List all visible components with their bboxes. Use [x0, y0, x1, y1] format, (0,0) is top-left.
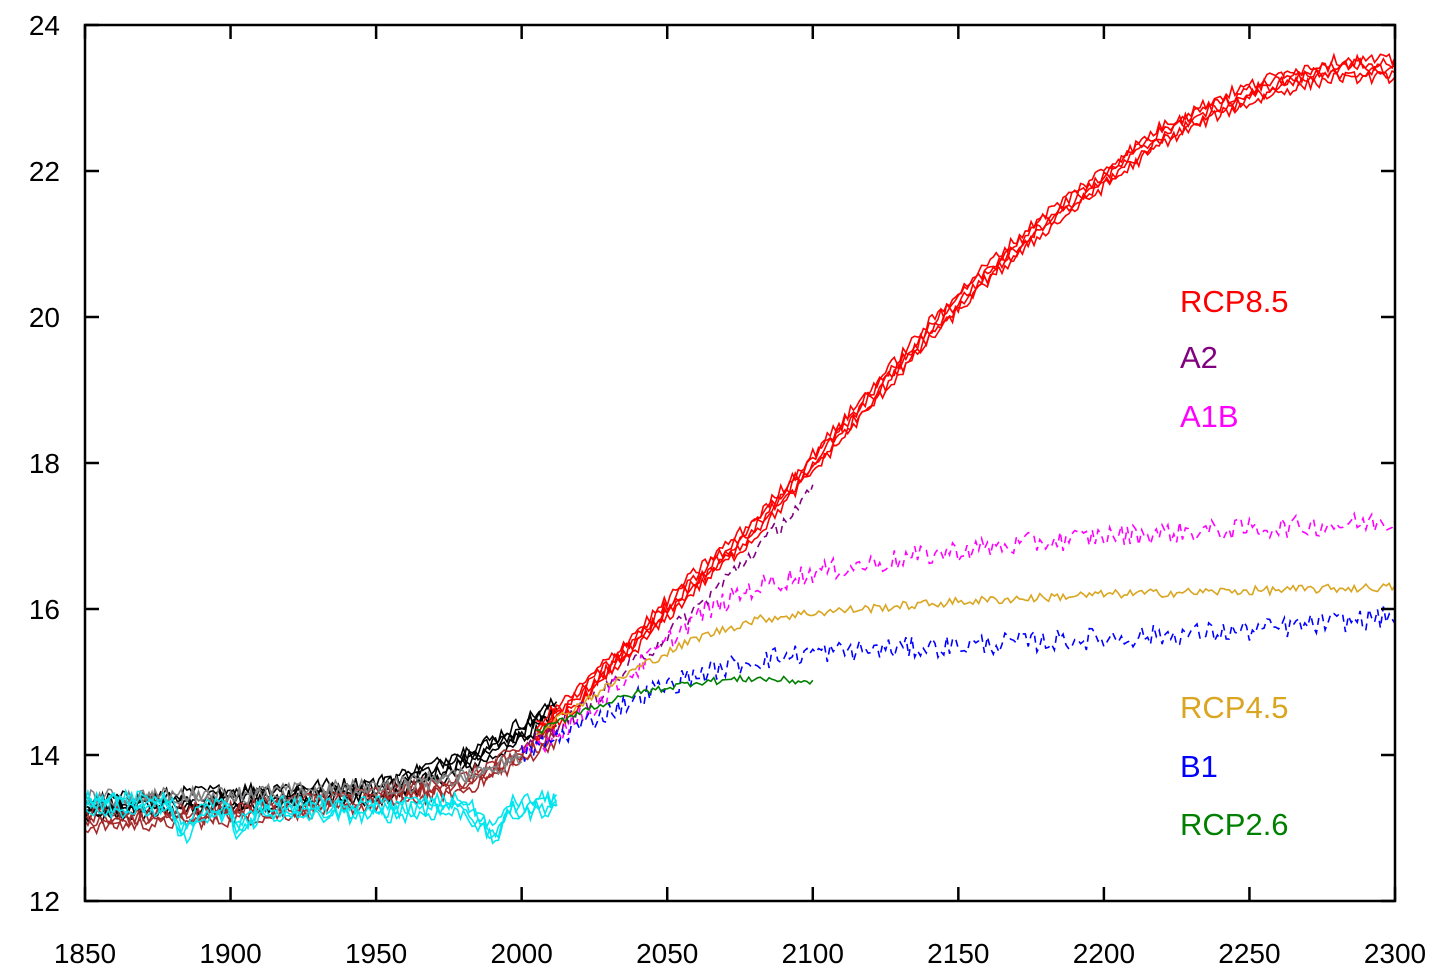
legend-label-rcp8-5: RCP8.5 — [1180, 284, 1289, 319]
x-tick-label: 2300 — [1364, 938, 1426, 969]
historical-series-line — [84, 752, 523, 806]
rcp2-6-series-line — [536, 674, 814, 736]
x-tick-label: 2050 — [636, 938, 698, 969]
y-tick-label: 14 — [29, 740, 60, 771]
rcp8-5-series-line — [536, 52, 1396, 727]
legend-label-b1: B1 — [1180, 749, 1218, 784]
y-tick-label: 18 — [29, 448, 60, 479]
y-tick-label: 16 — [29, 594, 60, 625]
legend-layer: RCP8.5 A2 A1B RCP4.5 B1 RCP2.6 — [1180, 284, 1289, 842]
historical-series-line — [84, 788, 558, 832]
x-tick-label: 1850 — [54, 938, 116, 969]
legend-label-a1b: A1B — [1180, 399, 1239, 434]
tick-layer: 1850 1900 1950 2000 2050 2100 2150 2200 2250 2300… — [29, 10, 1426, 969]
y-tick-label: 22 — [29, 156, 60, 187]
series-layer — [84, 52, 1396, 845]
y-tick-label: 12 — [29, 886, 60, 917]
rcp8-5-series-line — [535, 67, 1396, 743]
legend-label-rcp4-5: RCP4.5 — [1180, 690, 1289, 725]
x-tick-label: 2250 — [1218, 938, 1280, 969]
legend-label-a2: A2 — [1180, 340, 1218, 375]
x-tick-label: 1900 — [199, 938, 261, 969]
legend-label-rcp2-6: RCP2.6 — [1180, 807, 1289, 842]
x-tick-label: 1950 — [345, 938, 407, 969]
historical-series-line — [84, 803, 558, 845]
y-tick-label: 24 — [29, 10, 60, 41]
a1b-series-line — [520, 511, 1396, 757]
historical-series-line — [84, 793, 558, 839]
rcp8-5-series-line — [535, 71, 1396, 741]
x-tick-label: 2150 — [927, 938, 989, 969]
x-tick-label: 2100 — [782, 938, 844, 969]
x-tick-label: 2200 — [1073, 938, 1135, 969]
x-tick-label: 2000 — [491, 938, 553, 969]
rcp4-5-series-line — [535, 582, 1396, 736]
rcp8-5-series-line — [535, 57, 1396, 730]
b1-series-line — [520, 606, 1396, 762]
historical-series-line — [84, 730, 558, 830]
y-tick-label: 20 — [29, 302, 60, 333]
